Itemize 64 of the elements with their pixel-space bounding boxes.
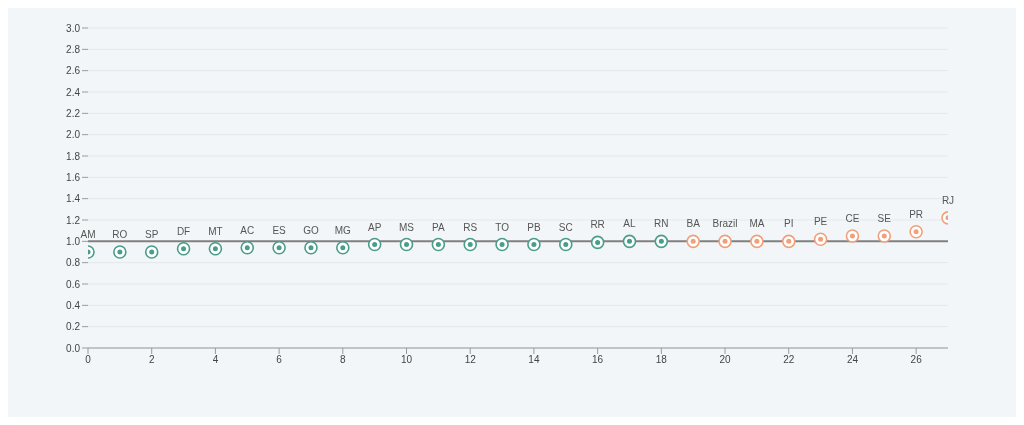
annotation: PA bbox=[432, 221, 445, 233]
annotation: CE bbox=[845, 213, 860, 224]
point bbox=[909, 224, 923, 239]
x-tick-label: 24 bbox=[846, 354, 859, 366]
y-tick-label: 2.8 bbox=[66, 43, 81, 55]
annotation: GO bbox=[303, 224, 319, 236]
x-tick-label: 2 bbox=[148, 354, 155, 366]
y-tick-label: 1.4 bbox=[66, 193, 81, 205]
annotation: AM bbox=[80, 229, 96, 240]
x-tick-label: 16 bbox=[592, 354, 604, 366]
annotation: RO bbox=[112, 229, 128, 240]
x-tick-label: 20 bbox=[719, 354, 732, 366]
x-tick-label: 14 bbox=[528, 354, 540, 366]
x-tick-label: 22 bbox=[783, 354, 795, 366]
x-tick-label: 8 bbox=[340, 354, 347, 366]
annotation: SE bbox=[877, 213, 892, 224]
y-tick-label: 2.6 bbox=[66, 65, 81, 77]
annotation: MA bbox=[749, 218, 765, 230]
x-tick-label: 0 bbox=[85, 354, 92, 366]
x-tick-label: 18 bbox=[655, 354, 668, 366]
annotation: MG bbox=[334, 224, 352, 236]
y-tick-label: 0.4 bbox=[66, 299, 81, 311]
annotation: AP bbox=[367, 221, 382, 233]
annotation: AC bbox=[240, 224, 255, 236]
annotation: PB bbox=[527, 221, 541, 233]
y-tick-label: 2.0 bbox=[66, 129, 81, 141]
y-tick-label: 2.4 bbox=[66, 86, 81, 98]
annotation: RN bbox=[654, 218, 669, 230]
point bbox=[144, 245, 159, 259]
point bbox=[877, 229, 892, 243]
annotation: Brazil bbox=[712, 218, 738, 230]
y-tick-label: 0.0 bbox=[66, 342, 81, 354]
annotation: RJ bbox=[941, 194, 955, 206]
y-tick-label: 2.2 bbox=[66, 107, 81, 119]
annotation: PI bbox=[784, 218, 794, 230]
annotation: RS bbox=[463, 221, 478, 233]
point bbox=[399, 237, 414, 252]
y-tick-label: 1.2 bbox=[66, 214, 81, 226]
annotation: MT bbox=[208, 225, 223, 237]
annotation: TO bbox=[495, 221, 510, 233]
annotation: RR bbox=[590, 219, 605, 231]
y-tick-label: 0.8 bbox=[66, 257, 81, 269]
y-tick-label: 1.8 bbox=[66, 150, 81, 162]
annotation: PR bbox=[909, 208, 924, 220]
annotation: ES bbox=[272, 224, 287, 236]
y-tick-label: 1.6 bbox=[66, 171, 81, 183]
annotation: SC bbox=[558, 221, 573, 233]
y-tick-label: 1.0 bbox=[66, 235, 81, 247]
x-tick-label: 6 bbox=[276, 354, 283, 366]
x-tick-label: 4 bbox=[212, 354, 219, 366]
x-tick-label: 12 bbox=[464, 354, 477, 366]
y-tick-label: 3.0 bbox=[66, 22, 81, 34]
y-tick-label: 0.2 bbox=[66, 321, 81, 333]
x-tick-label: 10 bbox=[400, 354, 413, 366]
annotation: MS bbox=[399, 221, 415, 233]
point bbox=[304, 240, 318, 255]
annotation: BA bbox=[686, 218, 701, 230]
annotation: AL bbox=[623, 218, 637, 230]
point bbox=[113, 245, 127, 259]
y-tick-label: 0.6 bbox=[66, 278, 81, 290]
annotation: SP bbox=[145, 229, 159, 240]
annotation: DF bbox=[176, 225, 191, 237]
x-tick-label: 26 bbox=[910, 354, 923, 366]
annotation: PE bbox=[813, 216, 828, 228]
